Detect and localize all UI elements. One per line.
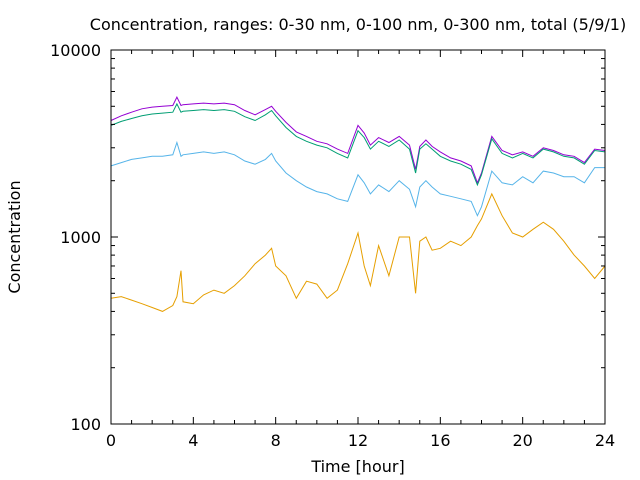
series-line-3: [110, 140, 605, 217]
series-layer: [110, 95, 606, 312]
y-axis: 100 1000 10000: [50, 41, 605, 434]
series-line-2: [110, 102, 606, 187]
series-line-4: [110, 192, 606, 312]
series-line-1: [110, 95, 606, 185]
x-tick-label: 16: [430, 431, 450, 450]
y-tick-label: 10000: [50, 41, 101, 60]
y-tick-label: 1000: [60, 228, 101, 247]
x-axis: 0 4 8 12 16 20 24: [106, 50, 615, 450]
plot-frame: [110, 49, 606, 425]
x-axis-label: Time [hour]: [310, 457, 404, 476]
x-tick-label: 8: [271, 431, 281, 450]
x-tick-label: 4: [188, 431, 198, 450]
x-tick-label: 24: [595, 431, 615, 450]
y-tick-label: 100: [70, 415, 101, 434]
y-axis-label: Concentration: [5, 180, 24, 293]
x-tick-label: 12: [348, 431, 368, 450]
chart-title: Concentration, ranges: 0-30 nm, 0-100 nm…: [90, 15, 626, 34]
x-tick-label: 20: [512, 431, 532, 450]
x-tick-label: 0: [106, 431, 116, 450]
